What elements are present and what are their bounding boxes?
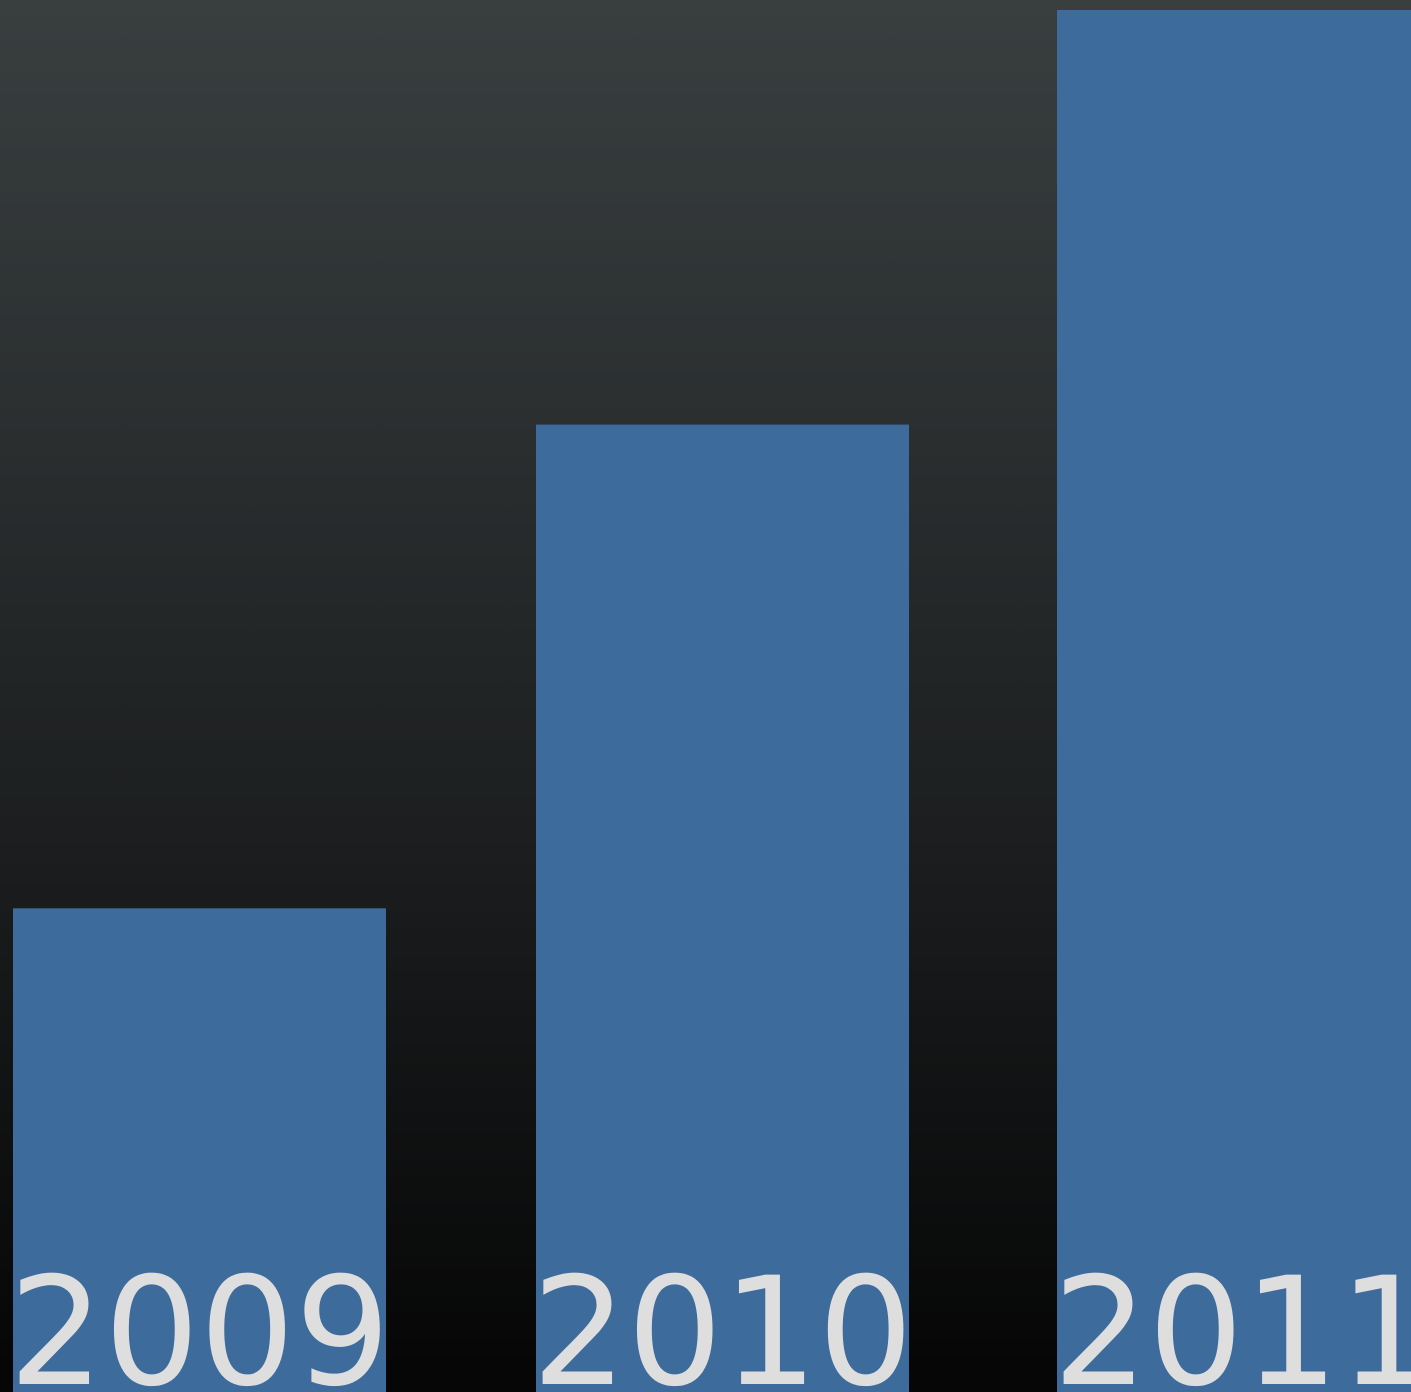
labels-group: 2009 2010 2011 xyxy=(9,1246,1411,1392)
bars-group xyxy=(13,10,1411,1392)
bar-label-2011: 2011 xyxy=(1053,1246,1411,1392)
bar-2009 xyxy=(13,908,386,1392)
bar-label-2009: 2009 xyxy=(9,1246,391,1392)
bar-2011 xyxy=(1057,10,1411,1392)
bar-label-2010: 2010 xyxy=(532,1246,914,1392)
bar-2010 xyxy=(536,424,909,1392)
